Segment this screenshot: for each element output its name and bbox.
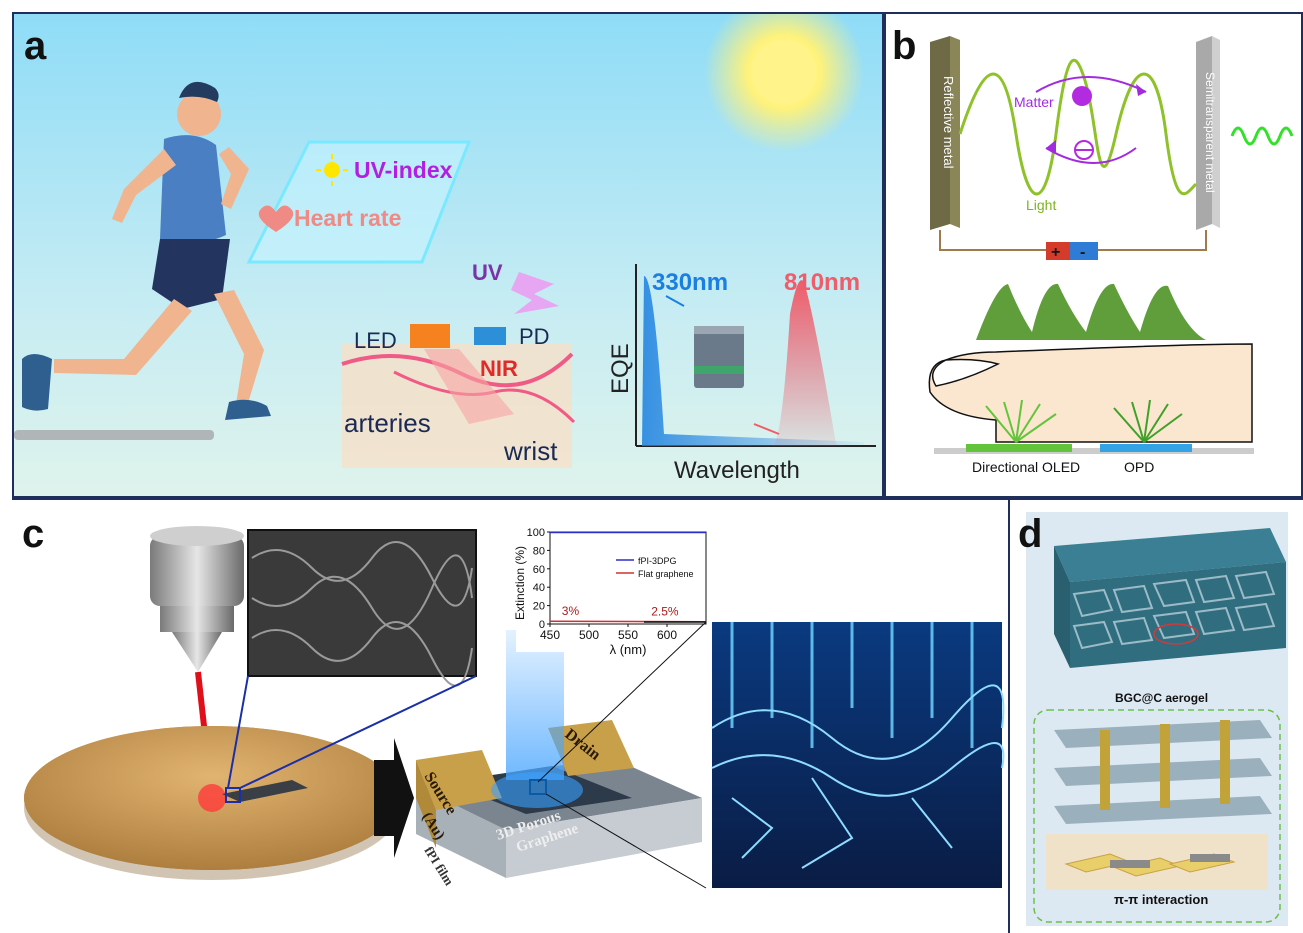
- panel-d-label: d: [1018, 512, 1043, 556]
- standing-wave: [958, 59, 1198, 196]
- panel-a-scene: UV-index Heart rate UV LED PD NIR arteri…: [14, 14, 882, 496]
- uv-label: UV: [472, 260, 503, 285]
- heart-icon: [258, 205, 294, 232]
- extinction-chart: 0 20 40 60 80 100 450 500 550 600 fPI-3DPG Flat gra…: [513, 527, 710, 657]
- battery-minus-label: -: [1080, 244, 1085, 261]
- laser-spot: [198, 784, 226, 812]
- opd-bar: [1100, 444, 1192, 452]
- battery-minus: [1070, 242, 1098, 260]
- hud-uv-index: UV-index: [354, 157, 453, 183]
- reflective-metal-label: Reflective metal: [941, 76, 956, 169]
- panel-b-scene: Reflective metal Semitransparent metal M…: [886, 14, 1301, 496]
- process-arrow: [374, 738, 414, 858]
- semitransparent-metal: [1196, 36, 1212, 230]
- drain-electrode: [548, 720, 634, 776]
- aerogel-label: BGC@C aerogel: [1115, 691, 1208, 705]
- chart-ylabel: Extinction (%): [513, 546, 527, 620]
- panel-divider-top: [12, 498, 1303, 500]
- light-beam: [506, 630, 564, 780]
- led-chip: [410, 324, 450, 348]
- panel-c: c: [12, 498, 1008, 933]
- sem-inset: [247, 529, 477, 677]
- source-electrode: [416, 750, 502, 810]
- battery-plus-label: +: [1051, 244, 1060, 261]
- y-tick-label: 20: [533, 601, 545, 613]
- panel-b: b Reflective metal Semitransparent metal…: [884, 12, 1303, 498]
- legend-label-2: Flat graphene: [638, 569, 694, 579]
- ppg-waveform: [976, 283, 1206, 340]
- y-tick-label: 0: [539, 619, 545, 631]
- chart-xlabel: λ (nm): [610, 642, 647, 657]
- uv-bolt-icon: [511, 272, 559, 314]
- eqe-plot: EQE Wavelength 330nm 810nm: [607, 264, 876, 484]
- emitted-light-wave: [1230, 126, 1294, 146]
- y-tick-label: 60: [533, 564, 545, 576]
- hud-heart-rate: Heart rate: [294, 205, 401, 231]
- pd-chip: [474, 327, 506, 345]
- wrist-label: wrist: [503, 436, 558, 466]
- uv-sun-icon: [316, 154, 348, 186]
- chart-background: [516, 528, 710, 652]
- opd-label: OPD: [1124, 459, 1154, 475]
- peak-330-label: 330nm: [652, 269, 728, 296]
- matter-particle: [1072, 86, 1092, 106]
- annotation-1: 3%: [562, 604, 580, 618]
- legend-label-1: fPI-3DPG: [638, 556, 677, 566]
- y-tick-label: 40: [533, 582, 545, 594]
- photodetector-device: Source (Au) Drain 3D Porous Graphene fPI…: [416, 630, 702, 888]
- y-tick-label: 100: [527, 527, 545, 539]
- nir-peak: [772, 280, 844, 446]
- pd-label: PD: [519, 324, 550, 349]
- finger: [928, 343, 1253, 443]
- device-stack-inset: [694, 326, 744, 388]
- panel-d-scene: BGC@C aerogel π-π interaction: [1026, 512, 1288, 926]
- zoom-box: [1033, 709, 1281, 923]
- x-tick-label: 450: [540, 628, 560, 642]
- panel-c-scene: Source (Au) Drain 3D Porous Graphene fPI…: [24, 526, 1005, 889]
- oled-bar: [966, 444, 1072, 452]
- x-tick-label: 600: [657, 628, 677, 642]
- layered-sheets: [1054, 720, 1272, 824]
- led-label: LED: [354, 328, 397, 353]
- y-tick-label: 80: [533, 545, 545, 557]
- x-tick-label: 550: [618, 628, 638, 642]
- laser-head: [150, 536, 244, 606]
- reflective-metal: [930, 36, 950, 230]
- panel-b-label: b: [892, 24, 917, 68]
- panel-a: a: [12, 12, 884, 498]
- x-tick-label: 500: [579, 628, 599, 642]
- oled-label: Directional OLED: [972, 459, 1080, 475]
- eqe-ylabel: EQE: [607, 343, 634, 394]
- annotation-2: 2.5%: [651, 605, 679, 619]
- arteries-label: arteries: [344, 408, 431, 438]
- eqe-xlabel: Wavelength: [674, 457, 800, 484]
- light-label: Light: [1026, 197, 1056, 213]
- peak-810-label: 810nm: [784, 269, 860, 296]
- panel-c-label: c: [22, 512, 45, 556]
- runner-figure: [22, 81, 271, 420]
- battery-plus: [1046, 242, 1070, 260]
- matter-label: Matter: [1014, 94, 1054, 110]
- written-film: [222, 780, 308, 802]
- semitransparent-metal-label: Semitransparent metal: [1203, 72, 1217, 193]
- aerogel-block: [1054, 528, 1286, 582]
- interaction-label: π-π interaction: [1114, 892, 1208, 907]
- panel-d: d BGC@C aerogel π-π interac: [1008, 498, 1303, 933]
- nir-label: NIR: [480, 356, 518, 381]
- panel-a-label: a: [24, 24, 47, 68]
